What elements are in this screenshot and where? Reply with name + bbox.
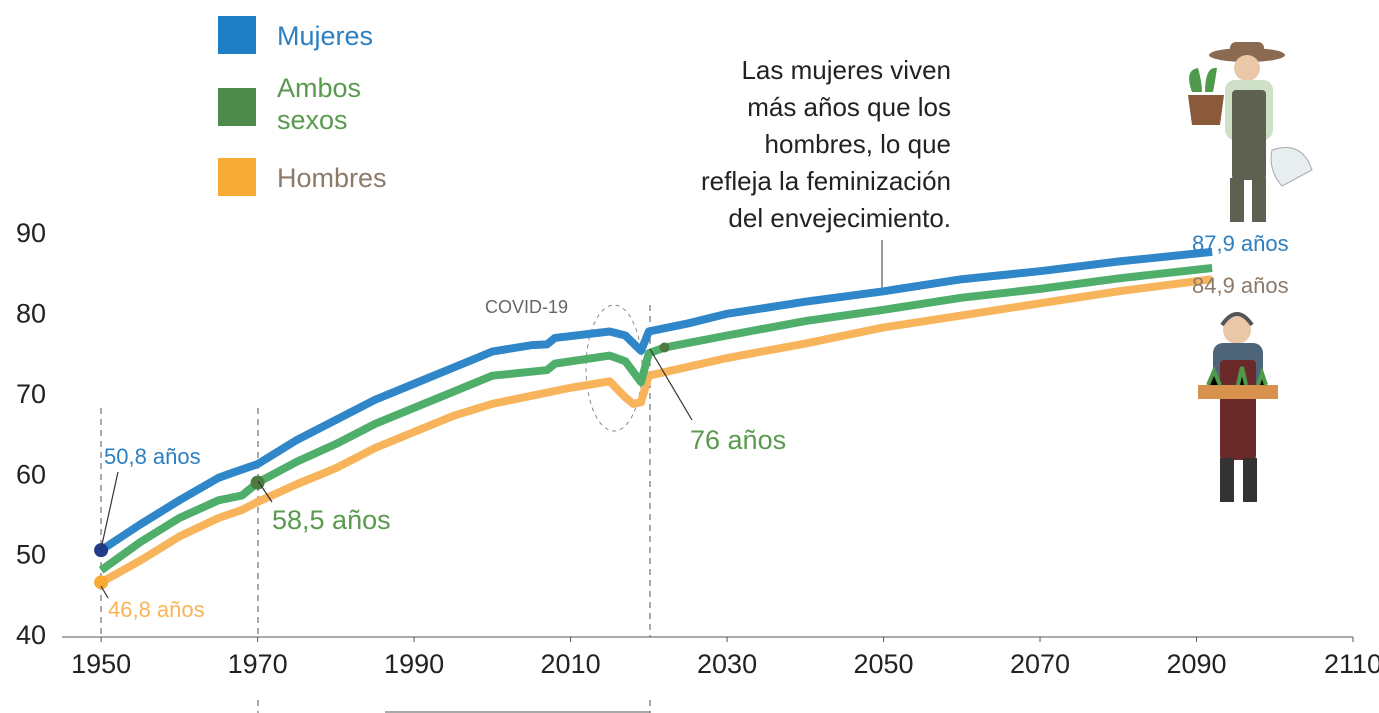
x-tick-label: 2030 (697, 649, 757, 679)
note-line: del envejecimiento. (728, 203, 951, 233)
annotation-leader (100, 471, 119, 550)
x-tick-label: 2070 (1010, 649, 1070, 679)
annotation: 87,9 años (1192, 231, 1289, 256)
x-tick-label: 2050 (854, 649, 914, 679)
point-marker (94, 543, 109, 558)
illustration-man (1198, 312, 1278, 502)
legend-swatch (218, 88, 256, 126)
y-tick-label: 90 (16, 218, 46, 248)
illustration-woman (1188, 42, 1313, 222)
note-line: hombres, lo que (765, 129, 951, 159)
y-tick-label: 50 (16, 540, 46, 570)
y-tick-label: 60 (16, 459, 46, 489)
y-tick-label: 40 (16, 620, 46, 650)
annotation: 50,8 años (104, 444, 201, 469)
series-line (99, 275, 1213, 586)
x-tick-label: 1950 (71, 649, 131, 679)
legend-swatch (218, 16, 256, 54)
legend-label: Hombres (277, 163, 387, 193)
series-line (98, 247, 1213, 554)
note-line: Las mujeres viven (741, 55, 951, 85)
x-tick-label: 2110 (1324, 649, 1379, 679)
annotation: 84,9 años (1192, 273, 1289, 298)
legend-swatch (218, 158, 256, 196)
note-line: refleja la feminización (701, 166, 951, 196)
annotation: 46,8 años (108, 597, 205, 622)
legend-label: Mujeres (277, 21, 374, 51)
annotation: 76 años (690, 425, 786, 455)
y-tick-label: 80 (16, 299, 46, 329)
series-line (98, 263, 1213, 574)
point-marker (659, 342, 670, 353)
legend-label: Ambos sexos (277, 73, 362, 135)
annotation-leader (257, 480, 273, 503)
note-line: más años que los (747, 92, 951, 122)
annotation: 58,5 años (272, 505, 391, 535)
x-tick-label: 1990 (384, 649, 444, 679)
x-tick-label: 1970 (228, 649, 288, 679)
annotation: COVID-19 (485, 297, 568, 317)
point-marker (94, 575, 109, 590)
x-tick-label: 2010 (541, 649, 601, 679)
annotation-leader (100, 585, 109, 599)
x-tick-label: 2090 (1166, 649, 1226, 679)
y-tick-label: 70 (16, 379, 46, 409)
annotation-leader (649, 348, 693, 421)
